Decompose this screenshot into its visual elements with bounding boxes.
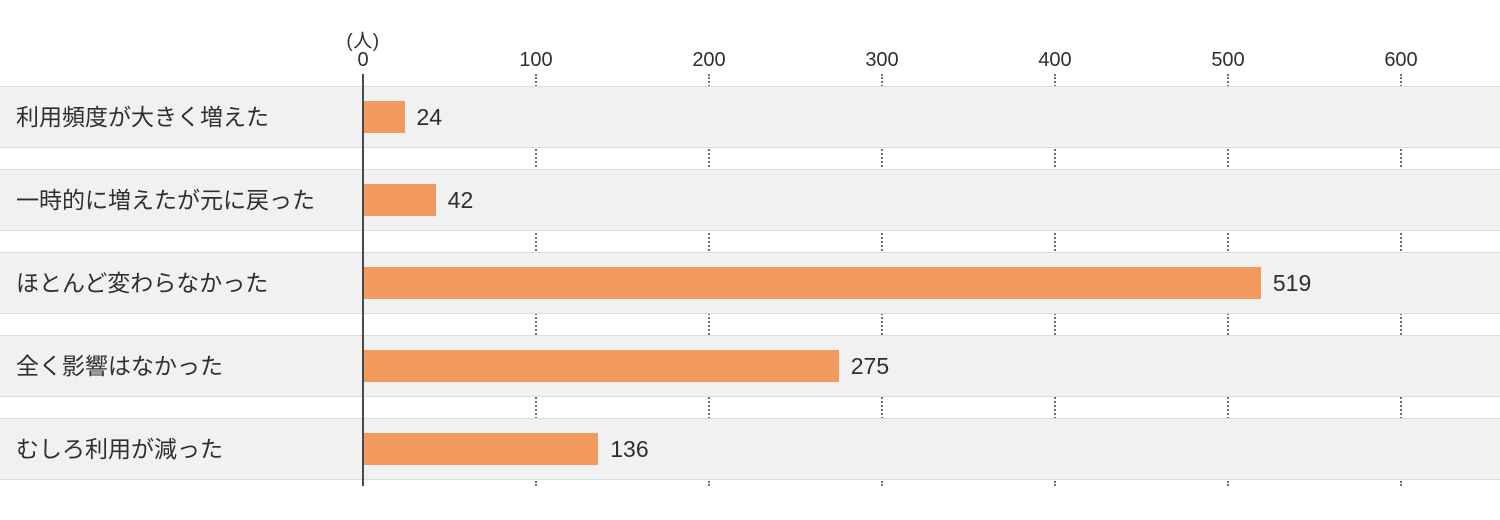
category-label: 全く影響はなかった: [16, 353, 223, 379]
x-tick-label: 600: [1384, 49, 1418, 71]
category-label: 利用頻度が大きく増えた: [16, 104, 269, 130]
x-tick-label: 500: [1211, 49, 1245, 71]
value-label: 275: [850, 353, 890, 379]
value-label: 42: [447, 187, 474, 213]
x-tick-label: 300: [865, 49, 899, 71]
x-tick-label: 0: [357, 49, 369, 71]
x-tick-label: 400: [1038, 49, 1072, 71]
category-label: 一時的に増えたが元に戻った: [16, 187, 315, 213]
y-axis-line: [362, 74, 364, 486]
bar: [363, 184, 436, 216]
value-label: 519: [1272, 270, 1312, 296]
category-label: むしろ利用が減った: [16, 436, 223, 462]
bar: [363, 350, 839, 382]
x-tick-label: 200: [692, 49, 726, 71]
chart-row: 一時的に増えたが元に戻った 42: [0, 169, 1500, 231]
category-label: ほとんど変わらなかった: [16, 270, 269, 296]
bar: [363, 267, 1261, 299]
value-label: 24: [416, 104, 443, 130]
axis-unit-label: (人): [346, 31, 380, 52]
x-tick-label: 100: [519, 49, 553, 71]
chart-row: 全く影響はなかった 275: [0, 335, 1500, 397]
bar: [363, 101, 405, 133]
chart-row: ほとんど変わらなかった 519: [0, 252, 1500, 314]
chart-row: むしろ利用が減った 136: [0, 418, 1500, 480]
bar: [363, 433, 599, 465]
value-label: 136: [610, 436, 649, 462]
chart-row: 利用頻度が大きく増えた 24: [0, 86, 1500, 148]
